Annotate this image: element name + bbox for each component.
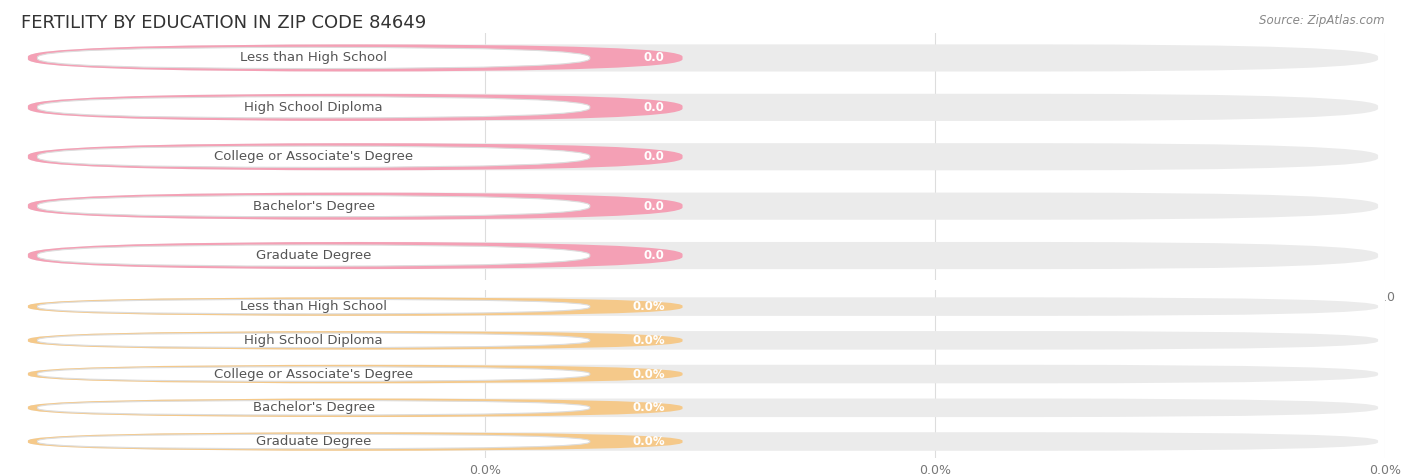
Text: 0.0: 0.0 — [644, 249, 665, 262]
FancyBboxPatch shape — [38, 333, 589, 348]
FancyBboxPatch shape — [28, 399, 682, 417]
Text: Less than High School: Less than High School — [240, 300, 387, 313]
Text: 0.0%: 0.0% — [633, 334, 665, 347]
Text: Bachelor's Degree: Bachelor's Degree — [253, 200, 374, 213]
FancyBboxPatch shape — [28, 297, 682, 316]
Text: 0.0: 0.0 — [925, 291, 945, 304]
FancyBboxPatch shape — [28, 242, 682, 269]
FancyBboxPatch shape — [28, 192, 682, 220]
Text: 0.0%: 0.0% — [633, 401, 665, 414]
FancyBboxPatch shape — [28, 432, 1378, 451]
FancyBboxPatch shape — [38, 48, 589, 68]
Text: High School Diploma: High School Diploma — [245, 334, 382, 347]
FancyBboxPatch shape — [28, 399, 1378, 417]
Text: Source: ZipAtlas.com: Source: ZipAtlas.com — [1260, 14, 1385, 27]
FancyBboxPatch shape — [38, 434, 589, 449]
FancyBboxPatch shape — [38, 299, 589, 314]
Text: 0.0%: 0.0% — [633, 300, 665, 313]
FancyBboxPatch shape — [28, 331, 682, 350]
FancyBboxPatch shape — [28, 331, 1378, 350]
FancyBboxPatch shape — [38, 367, 589, 381]
FancyBboxPatch shape — [28, 365, 1378, 383]
Text: College or Associate's Degree: College or Associate's Degree — [214, 150, 413, 163]
FancyBboxPatch shape — [28, 365, 682, 383]
Text: 0.0: 0.0 — [644, 150, 665, 163]
FancyBboxPatch shape — [28, 44, 682, 72]
FancyBboxPatch shape — [28, 242, 1378, 269]
Text: FERTILITY BY EDUCATION IN ZIP CODE 84649: FERTILITY BY EDUCATION IN ZIP CODE 84649 — [21, 14, 426, 32]
FancyBboxPatch shape — [28, 94, 682, 121]
FancyBboxPatch shape — [28, 94, 1378, 121]
Text: Less than High School: Less than High School — [240, 51, 387, 65]
Text: Graduate Degree: Graduate Degree — [256, 435, 371, 448]
Text: 0.0: 0.0 — [475, 291, 495, 304]
Text: 0.0: 0.0 — [644, 101, 665, 114]
Text: 0.0%: 0.0% — [633, 368, 665, 380]
Text: 0.0: 0.0 — [644, 51, 665, 65]
FancyBboxPatch shape — [38, 97, 589, 118]
Text: High School Diploma: High School Diploma — [245, 101, 382, 114]
FancyBboxPatch shape — [28, 432, 682, 451]
Text: Bachelor's Degree: Bachelor's Degree — [253, 401, 374, 414]
FancyBboxPatch shape — [28, 44, 1378, 72]
Text: 0.0%: 0.0% — [920, 464, 950, 475]
Text: 0.0%: 0.0% — [1369, 464, 1400, 475]
Text: Graduate Degree: Graduate Degree — [256, 249, 371, 262]
Text: 0.0: 0.0 — [1375, 291, 1395, 304]
Text: 0.0: 0.0 — [644, 200, 665, 213]
FancyBboxPatch shape — [28, 297, 1378, 316]
FancyBboxPatch shape — [28, 143, 1378, 171]
FancyBboxPatch shape — [28, 192, 1378, 220]
Text: College or Associate's Degree: College or Associate's Degree — [214, 368, 413, 380]
FancyBboxPatch shape — [38, 196, 589, 217]
FancyBboxPatch shape — [38, 245, 589, 266]
FancyBboxPatch shape — [38, 400, 589, 415]
Text: 0.0%: 0.0% — [468, 464, 501, 475]
Text: 0.0%: 0.0% — [633, 435, 665, 448]
FancyBboxPatch shape — [28, 143, 682, 171]
FancyBboxPatch shape — [38, 146, 589, 167]
